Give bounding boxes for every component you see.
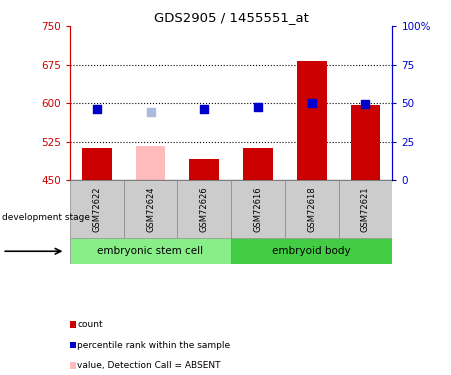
Point: [201, 106, 208, 112]
Bar: [177, 180, 231, 238]
Text: GSM72616: GSM72616: [253, 186, 262, 232]
Text: embryoid body: embryoid body: [272, 246, 351, 256]
Text: GSM72626: GSM72626: [200, 186, 209, 232]
Bar: [231, 238, 392, 264]
Point: [147, 109, 154, 115]
Bar: [189, 159, 219, 180]
Bar: [124, 180, 177, 238]
Text: GSM72622: GSM72622: [92, 186, 101, 232]
Bar: [136, 146, 166, 180]
Text: count: count: [77, 320, 103, 329]
Text: value, Detection Call = ABSENT: value, Detection Call = ABSENT: [77, 361, 221, 370]
Text: GSM72621: GSM72621: [361, 186, 370, 232]
Bar: [285, 180, 339, 238]
Bar: [82, 148, 111, 180]
Point: [362, 101, 369, 107]
Text: GSM72624: GSM72624: [146, 186, 155, 232]
Text: GSM72618: GSM72618: [307, 186, 316, 232]
Bar: [297, 61, 327, 180]
Bar: [351, 105, 380, 180]
Bar: [339, 180, 392, 238]
Bar: [70, 238, 231, 264]
Bar: [231, 180, 285, 238]
Text: embryonic stem cell: embryonic stem cell: [97, 246, 203, 256]
Text: percentile rank within the sample: percentile rank within the sample: [77, 340, 230, 350]
Point: [254, 104, 262, 110]
Text: development stage: development stage: [2, 213, 90, 222]
Point: [93, 106, 101, 112]
Title: GDS2905 / 1455551_at: GDS2905 / 1455551_at: [154, 11, 308, 24]
Point: [308, 100, 315, 106]
Bar: [243, 148, 273, 180]
Bar: [70, 180, 124, 238]
